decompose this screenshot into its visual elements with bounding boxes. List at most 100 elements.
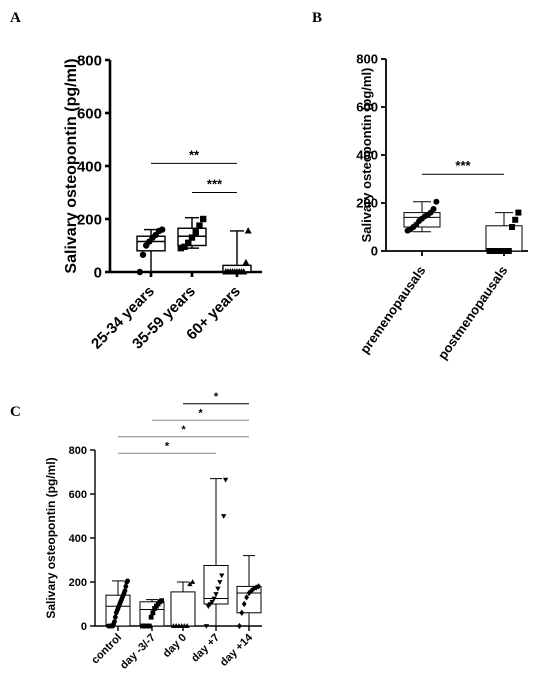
data-point	[136, 268, 143, 276]
y-tick-label: 0	[371, 244, 378, 259]
box-iqr	[170, 591, 196, 627]
data-point	[239, 609, 245, 616]
data-point	[219, 573, 225, 579]
y-tick-label: 400	[77, 158, 102, 175]
data-point	[486, 248, 493, 254]
significance-label: *	[181, 424, 186, 436]
y-axis-title: Salivary osteopontin (pg/ml)	[63, 58, 80, 273]
y-tick-label: 800	[356, 52, 378, 67]
data-point	[125, 578, 130, 584]
y-tick-label: 0	[81, 621, 87, 633]
data-point	[112, 619, 117, 624]
significance-label: *	[165, 440, 170, 452]
box-iqr	[485, 225, 523, 252]
data-point	[177, 244, 184, 252]
data-point	[509, 224, 515, 230]
data-point	[221, 514, 227, 519]
significance-label: ***	[207, 177, 223, 192]
box-day-14	[236, 555, 262, 630]
data-point	[241, 600, 247, 608]
data-point	[502, 248, 509, 254]
box-day-3-7	[139, 598, 165, 629]
y-axis-title: Salivary osteopontin (pg/ml)	[44, 457, 58, 618]
x-tick-label-postmenopausals: postmenopausals	[435, 263, 511, 362]
data-point	[237, 622, 242, 630]
box-premenopausals	[403, 198, 441, 234]
x-tick-label-day-0: day 0	[161, 632, 189, 660]
data-point	[139, 251, 147, 258]
data-point	[192, 229, 199, 236]
data-point	[505, 248, 512, 254]
data-point	[123, 584, 129, 589]
data-point	[112, 614, 118, 620]
data-point	[203, 624, 210, 629]
data-point	[150, 610, 156, 616]
x-tick-label-day-7: day +7	[189, 632, 222, 665]
data-point	[242, 258, 250, 266]
y-tick-label: 200	[77, 211, 102, 228]
significance-label: *	[214, 391, 219, 403]
y-tick-label: 600	[77, 105, 102, 122]
box-control	[105, 578, 131, 629]
box-day-0	[170, 579, 196, 628]
significance-label: **	[189, 147, 200, 162]
data-point	[159, 598, 164, 604]
data-point	[217, 580, 223, 585]
data-point	[213, 592, 219, 597]
data-point	[244, 227, 252, 234]
y-tick-label: 600	[69, 489, 87, 501]
y-tick-label: 400	[69, 533, 87, 545]
panel-letter-c: C	[10, 404, 21, 420]
data-point	[430, 206, 437, 212]
y-tick-label: 400	[356, 148, 378, 163]
data-point	[122, 588, 128, 594]
x-tick-label-premenopausals: premenopausals	[357, 263, 429, 356]
significance-label: *	[198, 407, 203, 419]
data-point	[181, 243, 188, 251]
data-point	[196, 222, 203, 229]
box-postmenopausals	[485, 209, 523, 254]
y-tick-label: 200	[69, 577, 87, 589]
data-point	[189, 579, 196, 584]
panel-letter-b: B	[312, 10, 322, 26]
box-60-years	[222, 227, 252, 275]
data-point	[489, 248, 496, 254]
x-tick-label-day-3-7: day -3/-7	[118, 632, 158, 672]
y-tick-label: 800	[69, 445, 87, 457]
data-point	[244, 594, 249, 601]
box-35-59-years	[177, 215, 207, 252]
data-point	[200, 215, 207, 223]
data-point	[146, 623, 152, 629]
y-tick-label: 600	[356, 100, 378, 115]
data-point	[249, 587, 254, 594]
data-point	[433, 198, 440, 205]
data-point	[515, 209, 522, 216]
y-axis-title: Salivary osteopontin (pg/ml)	[359, 68, 374, 243]
panel-letter-a: A	[10, 10, 21, 26]
y-tick-label: 0	[94, 264, 102, 281]
data-point	[211, 596, 217, 602]
data-point	[240, 268, 248, 275]
panel-c-chart: 0 200 400 600 800 Salivary osteopontin (pg/ml…	[44, 391, 262, 672]
significance-label: ***	[455, 158, 471, 173]
data-point	[512, 216, 519, 223]
data-point	[185, 239, 192, 247]
box-day-7	[203, 477, 229, 629]
data-point	[499, 248, 506, 254]
data-point	[159, 226, 166, 233]
data-point	[215, 586, 221, 592]
data-point	[148, 614, 154, 620]
data-point	[256, 583, 261, 590]
box-25-34-years	[136, 226, 166, 276]
data-point	[184, 623, 190, 628]
data-point	[496, 248, 503, 254]
x-tick-label-day-14: day +14	[218, 631, 256, 669]
data-point	[493, 248, 499, 254]
data-point	[209, 599, 215, 605]
data-point	[187, 581, 193, 587]
y-tick-label: 200	[356, 196, 378, 211]
y-tick-label: 800	[77, 52, 102, 69]
